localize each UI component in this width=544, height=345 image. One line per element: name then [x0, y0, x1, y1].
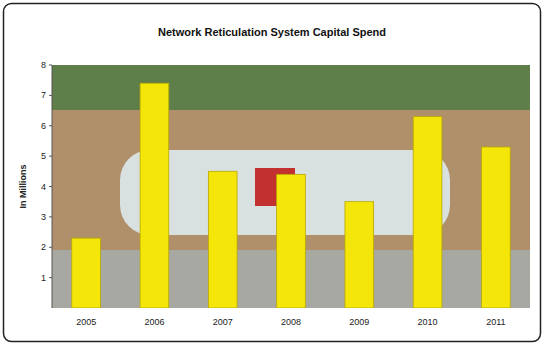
x-tick-label: 2009: [349, 317, 369, 327]
y-tick-label: 5: [41, 151, 46, 161]
y-tick-label: 1: [41, 273, 46, 283]
frame: [4, 4, 541, 342]
y-axis-title: In Millions: [18, 165, 28, 209]
x-tick-label: 2007: [213, 317, 233, 327]
y-tick: [49, 156, 52, 157]
y-tick-label: 3: [41, 212, 46, 222]
x-tick-label: 2011: [486, 317, 505, 327]
y-tick: [49, 247, 52, 248]
background-photo: [52, 65, 530, 308]
y-tick-label: 4: [41, 182, 46, 192]
bar: [72, 238, 101, 308]
bar: [413, 117, 442, 308]
x-tick-label: 2008: [281, 317, 301, 327]
bar: [345, 202, 374, 308]
y-tick-label: 6: [41, 121, 46, 131]
bar: [277, 174, 306, 308]
x-tick-label: 2010: [418, 317, 438, 327]
y-tick: [49, 65, 52, 66]
x-tick-label: 2005: [76, 317, 96, 327]
y-tick-label: 8: [41, 60, 46, 70]
title: Network Reticulation System Capital Spen…: [158, 26, 386, 38]
y-tick: [49, 125, 52, 126]
trees: [52, 65, 530, 110]
bar: [482, 147, 511, 308]
x-tick-label: 2006: [144, 317, 164, 327]
y-tick: [49, 277, 52, 278]
bar: [208, 171, 237, 308]
y-tick-label: 2: [41, 242, 46, 252]
bars: [72, 83, 510, 308]
ground: [52, 65, 530, 308]
y-tick: [49, 186, 52, 187]
y-tick: [49, 95, 52, 96]
y-tick: [49, 216, 52, 217]
chart: Network Reticulation System Capital Spen…: [0, 0, 544, 345]
y-tick-label: 7: [41, 90, 46, 100]
bar: [140, 83, 169, 308]
